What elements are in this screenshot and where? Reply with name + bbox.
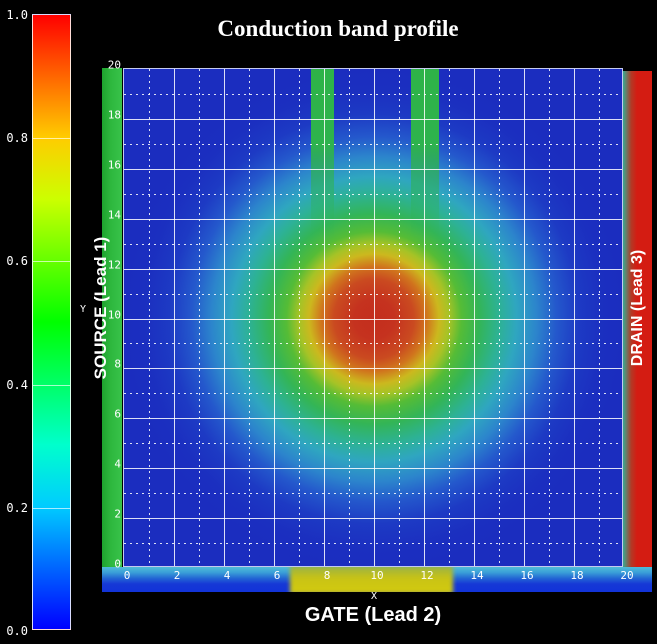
x-tick-label: 14 [470,569,484,582]
bottom-edge-bar [102,567,652,592]
gridline-horizontal [124,418,622,420]
y-tick-label: 10 [107,308,121,321]
green-band-right [411,69,439,237]
x-tick-label: 4 [223,569,231,582]
x-tick-label: 0 [123,569,131,582]
colorbar-tick-label: 0.4 [6,377,28,392]
heatmap-plot [123,68,623,567]
colorbar-tickline [33,261,70,263]
colorbar-tickline [33,384,70,386]
gridline-vertical [499,69,500,566]
gridline-vertical [324,69,325,566]
gridlines [124,69,622,566]
gridline-vertical [174,69,175,566]
gridline-horizontal [124,168,622,170]
gridline-vertical [449,69,450,566]
x-tick-label: 6 [273,569,281,582]
gridline-horizontal [124,443,622,445]
y-tick-label: 14 [107,208,121,222]
page-title: Conduction band profile [217,16,459,41]
x-tick-label: 2 [173,569,181,582]
colorbar-tick-label: 0.0 [6,624,28,638]
x-tick-label: 20 [620,569,634,582]
colorbar-tickline [33,138,70,140]
y-axis-label: Y [80,304,87,315]
x-axis-label: X [371,591,378,602]
y-tick-label: 20 [107,58,121,72]
gridline-vertical [249,69,250,566]
gridline-vertical [399,69,400,566]
gridline-vertical [524,69,525,566]
gridline-horizontal [124,368,622,370]
gridline-horizontal [124,118,622,120]
source-lead-bar [102,68,122,590]
colorbar-tickline [33,507,70,509]
y-tick-label: 12 [107,258,121,272]
gridline-vertical [374,69,375,566]
gridline-horizontal [124,143,622,145]
x-tick-label: 10 [370,569,384,582]
gridline-horizontal [124,218,622,220]
gridline-horizontal [124,268,622,270]
gate-lead-label: GATE (Lead 2) [304,604,442,626]
drain-lead-label: DRAIN (Lead 3) [629,249,646,367]
gridline-horizontal [124,318,622,320]
drain-lead-bar [623,71,652,590]
colorbar-tick-label: 0.2 [6,500,28,515]
y-tick-label: 16 [107,158,121,172]
gridline-horizontal [124,193,622,195]
y-tick-label: 6 [114,407,121,421]
gridline-vertical [349,69,350,566]
gridline-vertical [274,69,275,566]
gridline-horizontal [124,543,622,545]
y-tick-label: 4 [114,457,121,471]
source-lead-label: SOURCE (Lead 1) [91,236,110,380]
colorbar-tick-label: 1.0 [6,8,28,22]
x-tick-label: 12 [420,569,434,582]
gridline-horizontal [124,518,622,520]
y-tick-label: 8 [114,357,121,371]
gate-lead-segment [290,567,453,592]
green-band-left [311,69,334,237]
gridline-horizontal [124,468,622,470]
x-tick-label: 8 [323,569,331,582]
gridline-horizontal [124,293,622,295]
gridline-vertical [299,69,300,566]
gridline-horizontal [124,243,622,245]
colorbar-tick-label: 0.6 [6,254,28,269]
x-tick-label: 18 [570,569,584,582]
gridline-horizontal [124,493,622,495]
gridline-vertical [424,69,425,566]
x-tick-label: 16 [520,569,534,582]
gridline-horizontal [124,93,622,95]
y-tick-label: 18 [107,108,121,122]
gridline-vertical [599,69,600,566]
y-tick-label: 0 [114,557,121,571]
gridline-horizontal [124,343,622,345]
gridline-vertical [474,69,475,566]
gridline-vertical [549,69,550,566]
y-tick-label: 2 [114,507,121,521]
gridline-horizontal [124,393,622,395]
gridline-vertical [149,69,150,566]
colorbar [32,14,71,630]
gridline-vertical [574,69,575,566]
colorbar-tick-label: 0.8 [6,131,28,146]
gridline-vertical [224,69,225,566]
gridline-vertical [199,69,200,566]
